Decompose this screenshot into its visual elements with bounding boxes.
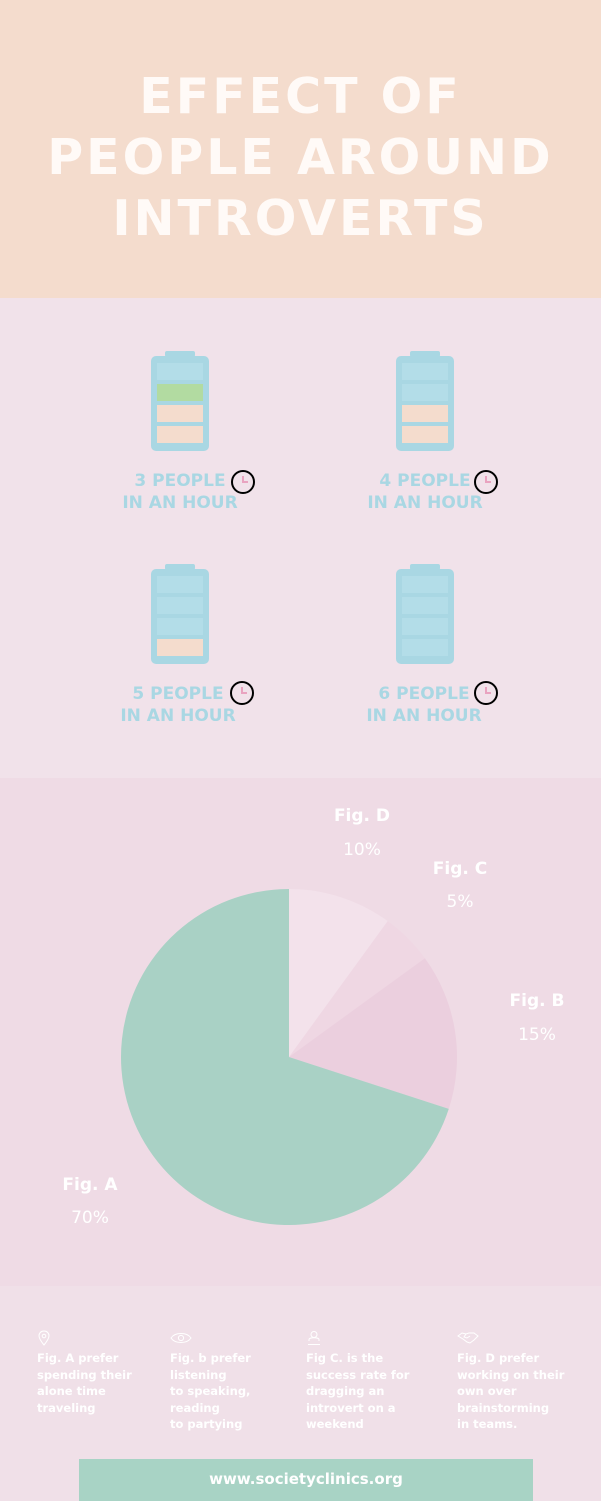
- clock-icon: [230, 681, 254, 705]
- note-line: introvert on a: [306, 1400, 396, 1415]
- clock-icon: [231, 470, 255, 494]
- slice-pct-d: 10%: [343, 840, 381, 860]
- clock-icon: [474, 470, 498, 494]
- slice-label-d: Fig. D: [333, 806, 391, 826]
- slice-label-a: Fig. A: [62, 1175, 118, 1195]
- pie-slice-d: [289, 889, 388, 1057]
- note-fig-d: Fig. D prefer working on their own over …: [457, 1330, 564, 1433]
- footer-link[interactable]: www.societyclinics.org: [209, 1470, 403, 1488]
- battery-label-line2: IN AN HOUR: [366, 706, 482, 726]
- battery-label-line2: IN AN HOUR: [367, 493, 483, 513]
- battery-icon: [151, 564, 209, 664]
- note-line: to partying: [170, 1417, 243, 1431]
- battery-label: 4 PEOPLE IN AN HOUR: [315, 470, 535, 514]
- slice-pct-b: 15%: [518, 1025, 556, 1045]
- note-line: Fig. A prefer: [37, 1351, 119, 1365]
- note-line: reading: [170, 1400, 220, 1415]
- note-line: working on their: [457, 1367, 565, 1382]
- title-line: EFFECT OF: [139, 68, 462, 125]
- note-line: own over: [457, 1384, 517, 1398]
- handshake-icon: [457, 1332, 479, 1344]
- battery-label-line1: 6 PEOPLE: [378, 684, 470, 704]
- battery-label: 6 PEOPLE IN AN HOUR: [314, 683, 534, 727]
- battery-label-line1: 5 PEOPLE: [132, 684, 224, 704]
- slice-pct-a: 70%: [71, 1208, 109, 1228]
- battery-section: [0, 298, 601, 778]
- note-fig-c: Fig C. is the success rate for dragging …: [306, 1330, 409, 1433]
- battery-label: 3 PEOPLE IN AN HOUR: [70, 470, 290, 514]
- note-fig-b: Fig. b prefer listening to speaking, rea…: [170, 1330, 251, 1433]
- note-line: traveling: [37, 1400, 96, 1415]
- map-pin-icon: [38, 1330, 50, 1346]
- note-line: to speaking,: [170, 1384, 251, 1398]
- eye-icon: [170, 1333, 192, 1343]
- note-line: brainstorming: [457, 1400, 550, 1415]
- note-line: listening: [170, 1367, 227, 1382]
- title-line: INTROVERTS: [112, 190, 489, 247]
- battery-label-line2: IN AN HOUR: [120, 706, 236, 726]
- pie-slice-b: [289, 958, 457, 1109]
- clock-icon: [474, 681, 498, 705]
- note-fig-a: Fig. A prefer spending their alone time …: [37, 1330, 132, 1416]
- person-icon: [308, 1331, 320, 1345]
- note-line: spending their: [37, 1367, 132, 1382]
- pie-slice-c: [289, 921, 425, 1057]
- battery-icon: [396, 564, 454, 664]
- note-line: success rate for: [306, 1367, 410, 1382]
- header: EFFECT OF PEOPLE AROUND INTROVERTS: [0, 0, 601, 298]
- note-line: Fig. D prefer: [457, 1351, 540, 1365]
- pie-chart: [121, 889, 457, 1225]
- title-line: PEOPLE AROUND: [47, 129, 554, 186]
- note-line: Fig C. is the: [306, 1351, 384, 1365]
- battery-icon: [396, 351, 454, 451]
- page-title: EFFECT OF PEOPLE AROUND INTROVERTS: [0, 66, 601, 249]
- note-line: dragging an: [306, 1384, 385, 1398]
- footer-bar: www.societyclinics.org: [79, 1459, 533, 1501]
- battery-label-line1: 3 PEOPLE: [134, 471, 226, 491]
- slice-label-c: Fig. C: [432, 859, 488, 879]
- note-line: weekend: [306, 1417, 364, 1431]
- battery-icon: [151, 351, 209, 451]
- battery-label: 5 PEOPLE IN AN HOUR: [68, 683, 288, 727]
- slice-label-b: Fig. B: [509, 991, 565, 1011]
- note-line: alone time: [37, 1384, 106, 1398]
- note-line: Fig. b prefer: [170, 1351, 251, 1365]
- note-line: in teams.: [457, 1417, 518, 1431]
- pie-slice-a: [121, 889, 449, 1225]
- slice-pct-c: 5%: [446, 892, 474, 912]
- battery-label-line1: 4 PEOPLE: [379, 471, 471, 491]
- battery-label-line2: IN AN HOUR: [122, 493, 238, 513]
